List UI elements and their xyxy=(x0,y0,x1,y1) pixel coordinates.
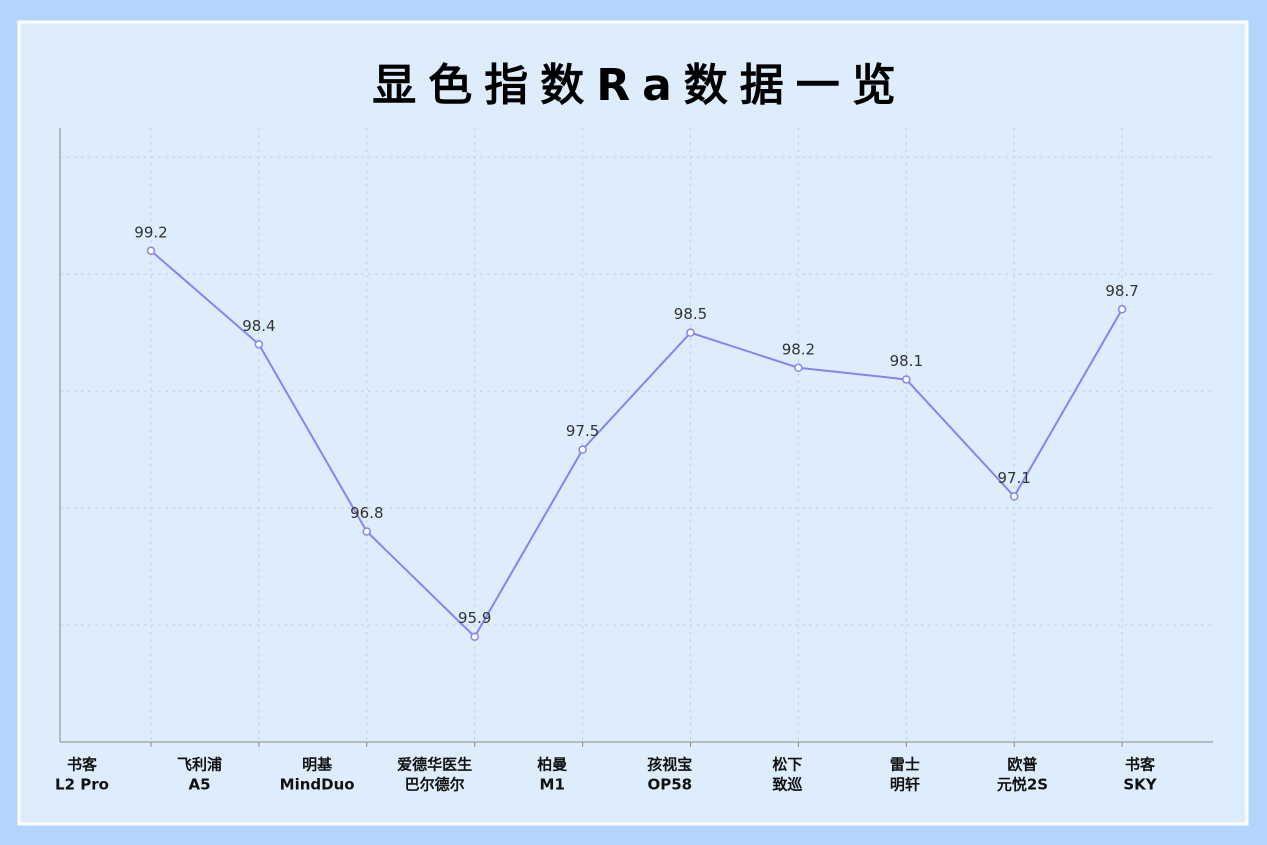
x-tick-label: 欧普 xyxy=(1007,756,1037,774)
point xyxy=(578,445,587,454)
x-tick-label: 致巡 xyxy=(772,776,802,794)
value-label: 99.2 xyxy=(134,223,167,241)
x-tick-label: 爱德华医生 xyxy=(397,756,472,774)
value-label: 98.5 xyxy=(674,305,707,323)
panel xyxy=(17,20,1249,826)
x-tick-label: A5 xyxy=(189,776,211,794)
x-tick-label: L2 Pro xyxy=(55,776,109,794)
line xyxy=(150,250,1123,639)
x-tick-label: SKY xyxy=(1123,776,1157,794)
value-label: 98.4 xyxy=(242,317,275,335)
x-tick-label: 书客 xyxy=(1125,756,1156,774)
point xyxy=(902,375,911,384)
x-tick-label: 松下 xyxy=(772,756,802,774)
value-label: 97.1 xyxy=(997,469,1030,487)
x-tick-label: 飞利浦 xyxy=(177,756,222,774)
x-tick-label: 书客 xyxy=(67,756,98,774)
x-tick-label: 巴尔德尔 xyxy=(405,776,465,794)
x-tick-label: 明基 xyxy=(302,756,333,774)
point xyxy=(1009,492,1019,501)
chart-title: 显色指数Ra数据一览 xyxy=(372,60,908,111)
x-tick-label: M1 xyxy=(540,776,565,794)
value-label: 98.1 xyxy=(890,352,923,370)
x-tick-label: 柏曼 xyxy=(537,756,567,774)
point xyxy=(686,328,695,337)
point xyxy=(1117,305,1127,314)
point xyxy=(146,246,156,256)
value-label: 96.8 xyxy=(350,504,383,522)
point xyxy=(794,363,803,373)
point xyxy=(470,632,479,641)
value-label: 98.7 xyxy=(1105,282,1138,300)
x-tick-label: OP58 xyxy=(647,776,692,794)
value-label: 98.2 xyxy=(782,340,815,358)
x-tick-label: MindDuo xyxy=(280,776,355,794)
x-tick-label: 孩视宝 xyxy=(647,756,692,774)
x-tick-label: 明轩 xyxy=(890,776,920,794)
value-label: 95.9 xyxy=(458,609,491,627)
point xyxy=(362,527,372,536)
x-tick-label: 雷士 xyxy=(890,756,920,774)
point xyxy=(254,340,264,349)
value-label: 97.5 xyxy=(566,422,599,440)
x-tick-label: 元悦2S xyxy=(997,776,1048,794)
